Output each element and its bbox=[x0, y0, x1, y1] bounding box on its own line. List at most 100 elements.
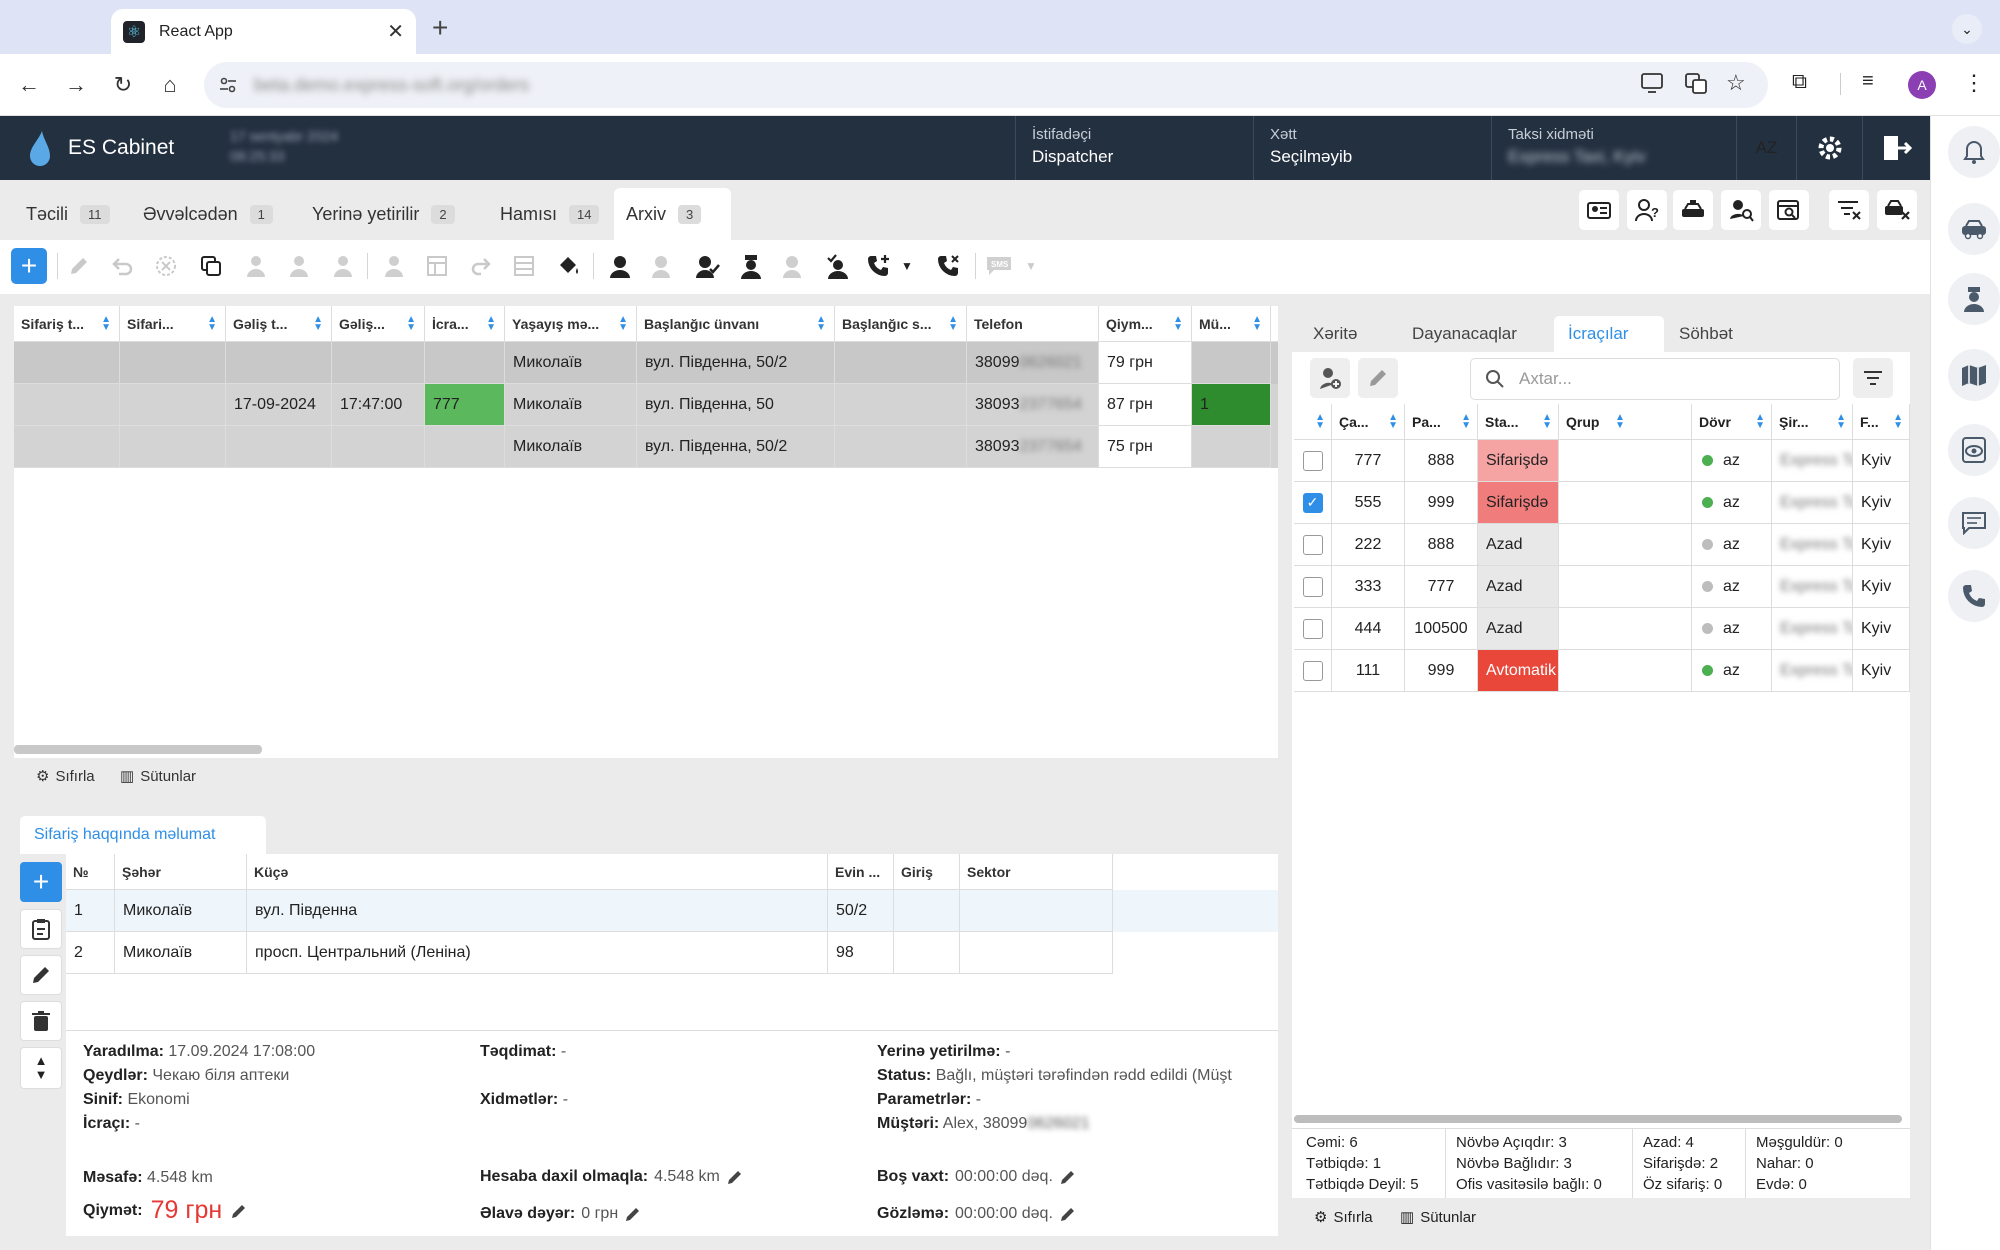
clipboard-icon[interactable] bbox=[20, 909, 62, 949]
move-up-icon[interactable]: ▲ bbox=[34, 1053, 48, 1068]
home-icon[interactable]: ⌂ bbox=[163, 72, 177, 97]
redirect-icon[interactable] bbox=[465, 248, 497, 284]
close-tab-icon[interactable]: ✕ bbox=[387, 21, 404, 43]
add-address-button[interactable]: + bbox=[20, 862, 62, 902]
col-city[interactable]: Şəhər bbox=[115, 854, 247, 890]
map-icon[interactable] bbox=[1948, 349, 2000, 401]
edit-price-pencil-icon[interactable] bbox=[230, 1202, 248, 1220]
table-row[interactable] bbox=[1294, 482, 1910, 524]
col-entrance[interactable]: Giriş bbox=[894, 854, 960, 890]
cell-select[interactable] bbox=[1294, 650, 1332, 692]
row-checkbox[interactable]: ✓ bbox=[1302, 492, 1323, 513]
row-checkbox[interactable] bbox=[1302, 534, 1323, 555]
edit-extra-pencil-icon[interactable] bbox=[624, 1205, 642, 1223]
forward-icon[interactable]: → bbox=[65, 72, 87, 97]
cell-select[interactable] bbox=[1294, 608, 1332, 650]
sort-icon[interactable]: ▲ ▼ bbox=[1893, 412, 1903, 431]
undo-icon[interactable] bbox=[107, 248, 139, 284]
fill-color-icon[interactable] bbox=[553, 248, 585, 284]
translate-icon[interactable] bbox=[1684, 72, 1708, 94]
sort-icon[interactable]: ▲ ▼ bbox=[1461, 412, 1471, 431]
call-disabled-icon[interactable] bbox=[647, 248, 679, 284]
table-row[interactable] bbox=[14, 426, 1278, 468]
cell-select[interactable] bbox=[1294, 440, 1332, 482]
tab-map[interactable]: Xəritə bbox=[1313, 324, 1358, 343]
col-order-time[interactable]: Sifariş t... ▲ ▼ bbox=[14, 306, 120, 342]
site-settings-icon[interactable] bbox=[218, 75, 238, 95]
call-add-icon[interactable] bbox=[864, 248, 896, 284]
gear-icon[interactable] bbox=[1796, 116, 1862, 180]
delete-trash-icon[interactable] bbox=[20, 1001, 62, 1041]
tab-order-info[interactable]: Sifariş haqqında məlumat bbox=[20, 816, 266, 854]
col-customer[interactable]: Mü... ▲ ▼ bbox=[1192, 306, 1271, 342]
row-checkbox[interactable] bbox=[1302, 450, 1323, 471]
cell-select[interactable]: ✓ bbox=[1294, 482, 1332, 524]
row-checkbox[interactable] bbox=[1302, 576, 1323, 597]
caret-down-icon[interactable]: ▼ bbox=[1025, 259, 1037, 273]
chat-icon[interactable] bbox=[1948, 497, 2000, 549]
table-row[interactable] bbox=[66, 890, 1278, 932]
col-start-address[interactable]: Başlanğıc ünvanı ▲ ▼ bbox=[637, 306, 835, 342]
kebab-menu-icon[interactable]: ⋮ bbox=[1963, 70, 1985, 95]
tab-preliminary[interactable]: Əvvəlcədən 1 bbox=[131, 188, 285, 240]
table-layout-icon[interactable] bbox=[421, 248, 453, 284]
col-password[interactable]: Pa... ▲ ▼ bbox=[1405, 404, 1478, 440]
install-app-icon[interactable] bbox=[1640, 72, 1664, 94]
taxi-stand-icon[interactable] bbox=[1673, 190, 1713, 230]
table-row[interactable] bbox=[1294, 566, 1910, 608]
tab-executors[interactable]: İcraçılar bbox=[1554, 316, 1664, 352]
tab-all[interactable]: Hamısı 14 bbox=[488, 188, 611, 240]
bookmark-star-icon[interactable]: ☆ bbox=[1726, 70, 1746, 95]
driver-icon[interactable] bbox=[1948, 273, 2000, 325]
col-select[interactable]: ▲ ▼ bbox=[1294, 404, 1332, 440]
sort-icon[interactable]: ▲ ▼ bbox=[101, 314, 111, 333]
col-status[interactable]: Sta... ▲ ▼ bbox=[1478, 404, 1559, 440]
sort-icon[interactable]: ▲ ▼ bbox=[816, 314, 826, 333]
cell-select[interactable] bbox=[1294, 524, 1332, 566]
browser-tab[interactable]: ⚛ React App ✕ bbox=[111, 9, 416, 54]
reset-button[interactable]: ⚙ Sıfırla bbox=[36, 767, 95, 786]
col-callsign[interactable]: Ça... ▲ ▼ bbox=[1332, 404, 1405, 440]
tab-stands[interactable]: Dayanacaqlar bbox=[1412, 324, 1517, 343]
driver-search-icon[interactable] bbox=[1721, 190, 1761, 230]
tab-urgent[interactable]: Təcili 11 bbox=[14, 188, 122, 240]
cell-select[interactable] bbox=[1294, 566, 1332, 608]
sort-icon[interactable]: ▲ ▼ bbox=[1315, 412, 1325, 431]
edit-address-pencil-icon[interactable] bbox=[20, 955, 62, 995]
col-start-sector[interactable]: Başlanğıc s... ▲ ▼ bbox=[835, 306, 967, 342]
sort-icon[interactable]: ▲ ▼ bbox=[1388, 412, 1398, 431]
col-sector[interactable]: Sektor bbox=[960, 854, 1113, 890]
chevron-down-icon[interactable]: ⌄ bbox=[1952, 14, 1982, 44]
columns-button[interactable]: ▥ Sütunlar bbox=[120, 767, 196, 786]
table-row[interactable] bbox=[1294, 650, 1910, 692]
sms-icon[interactable]: SMS bbox=[984, 248, 1014, 284]
sort-icon[interactable]: ▲ ▼ bbox=[1252, 314, 1262, 333]
horizontal-scrollbar[interactable] bbox=[1294, 1115, 1902, 1123]
taxi-service-section[interactable]: Taksi xidməti Express Taxi, Kyiv bbox=[1491, 116, 1736, 180]
horizontal-scrollbar[interactable] bbox=[14, 745, 262, 754]
sort-icon[interactable]: ▲ ▼ bbox=[207, 314, 217, 333]
copy-order-icon[interactable] bbox=[195, 248, 227, 284]
driver-queue-icon[interactable] bbox=[378, 248, 410, 284]
edit-billing-pencil-icon[interactable] bbox=[726, 1168, 744, 1186]
table-row[interactable] bbox=[14, 342, 1278, 384]
cars-icon[interactable] bbox=[1948, 203, 2000, 255]
col-executor-2[interactable]: İc bbox=[1271, 306, 1278, 342]
profile-avatar[interactable]: A bbox=[1908, 71, 1936, 99]
col-settlement[interactable]: Yaşayış mə... ▲ ▼ bbox=[505, 306, 637, 342]
media-queue-icon[interactable]: ≡ bbox=[1862, 70, 1874, 92]
col-period[interactable]: Dövr ▲ ▼ bbox=[1692, 404, 1772, 440]
driver-cards-icon[interactable] bbox=[1579, 190, 1619, 230]
phone-calls-icon[interactable] bbox=[1948, 570, 2000, 622]
tab-in-progress[interactable]: Yerinə yetirilir 2 bbox=[300, 188, 467, 240]
driver-confirm-icon[interactable] bbox=[691, 248, 723, 284]
table-row[interactable] bbox=[1294, 524, 1910, 566]
table-row[interactable] bbox=[14, 384, 1278, 426]
operator-icon[interactable] bbox=[604, 248, 636, 284]
col-arrival-date[interactable]: Gəliş t... ▲ ▼ bbox=[226, 306, 332, 342]
col-executor[interactable]: İcra... ▲ ▼ bbox=[425, 306, 505, 342]
sort-icon[interactable]: ▲ ▼ bbox=[1542, 412, 1552, 431]
row-checkbox[interactable] bbox=[1302, 618, 1323, 639]
columns-button[interactable]: ▥ Sütunlar bbox=[1400, 1208, 1476, 1227]
table-row[interactable] bbox=[1294, 440, 1910, 482]
